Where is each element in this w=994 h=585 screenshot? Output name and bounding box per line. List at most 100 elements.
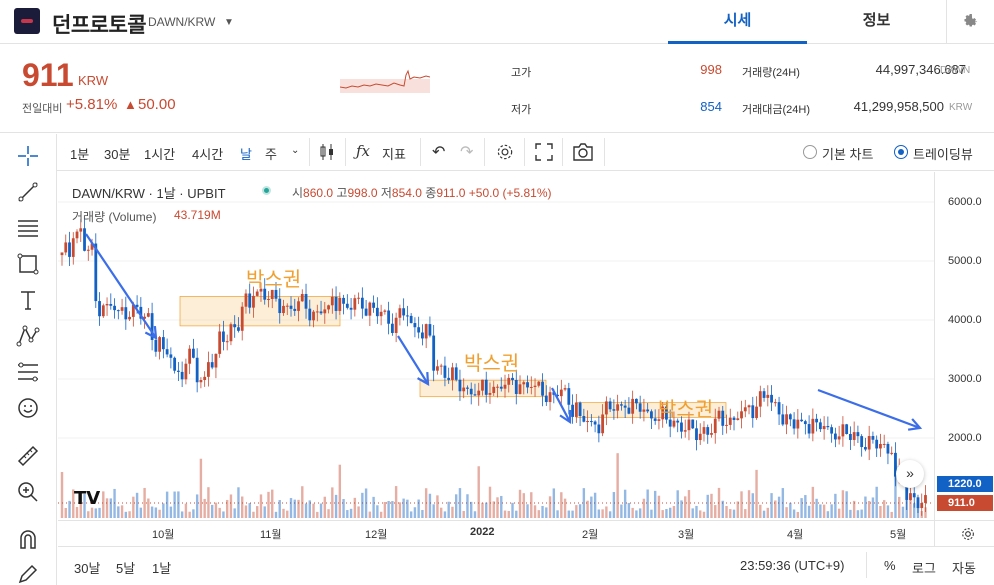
pattern-icon[interactable] — [16, 324, 40, 348]
basic-chart-label[interactable]: 기본 차트 — [822, 147, 874, 162]
candle-body — [691, 419, 695, 429]
candle-body — [770, 394, 773, 403]
volume-bar — [162, 503, 165, 518]
volume-bar — [83, 493, 86, 518]
candle-body — [105, 303, 109, 306]
trend-arrow — [817, 388, 921, 430]
radio-tradingview[interactable] — [894, 145, 908, 159]
range-5d[interactable]: 5날 — [116, 561, 136, 576]
candle-body — [496, 386, 499, 388]
volume-bar — [496, 497, 499, 518]
scroll-right-button[interactable]: » — [896, 460, 924, 488]
open-value: 860.0 — [303, 186, 334, 200]
interval-day[interactable]: 날 — [240, 147, 252, 162]
volume-bar — [717, 487, 721, 518]
volume-bar — [875, 486, 878, 518]
fullscreen-icon[interactable] — [535, 143, 553, 161]
candle-body — [755, 406, 758, 419]
interval-week[interactable]: 주 — [265, 147, 277, 162]
log-toggle[interactable]: 로그 — [912, 561, 936, 576]
candle-body — [165, 349, 169, 355]
redo-icon[interactable]: ↷ — [460, 144, 474, 161]
magnet-icon[interactable] — [16, 528, 40, 552]
candle-body — [150, 313, 154, 340]
candle-body — [244, 293, 248, 307]
y-tick: 5000.0 — [948, 255, 982, 267]
volume-bar — [605, 506, 608, 518]
rectangle-icon[interactable] — [16, 252, 40, 276]
fib-icon[interactable] — [16, 360, 40, 384]
percent-toggle[interactable]: % — [884, 558, 896, 573]
x-tick: 4월 — [787, 529, 804, 541]
candle-body — [747, 405, 751, 408]
price-axis[interactable] — [934, 172, 994, 520]
emoji-icon[interactable] — [16, 396, 40, 420]
candle-body — [559, 389, 563, 397]
chevron-down-icon[interactable]: ▼ — [224, 17, 234, 28]
trendline-icon[interactable] — [16, 180, 40, 204]
undo-icon[interactable]: ↶ — [432, 144, 446, 161]
crosshair-icon[interactable] — [16, 144, 40, 168]
candle-body — [304, 293, 308, 309]
volume-bar — [481, 502, 484, 518]
radio-basic-chart[interactable] — [803, 145, 817, 159]
candle-body — [503, 384, 507, 389]
function-icon[interactable]: ƒx — [356, 142, 371, 160]
coin-pair[interactable]: DAWN/KRW — [148, 15, 216, 29]
volume-bar — [293, 499, 296, 518]
candle-body — [721, 410, 725, 426]
candle-body — [405, 315, 409, 317]
settings-button[interactable] — [946, 0, 994, 44]
tab-info[interactable]: 정보 — [862, 12, 891, 29]
toolbar-divider — [484, 138, 485, 166]
chart-settings-button[interactable] — [934, 520, 994, 546]
candle-body — [882, 443, 886, 445]
candle-body — [210, 362, 214, 368]
gear-icon[interactable] — [495, 142, 515, 162]
interval-1m[interactable]: 1분 — [70, 147, 90, 162]
volume-bar — [458, 488, 462, 518]
candle-body — [451, 367, 454, 380]
candle-body — [743, 407, 747, 412]
candle-body — [657, 419, 661, 421]
camera-icon[interactable] — [572, 143, 594, 161]
box-label: 박스권 — [464, 351, 519, 375]
volume-bar — [680, 500, 683, 518]
candle-body — [852, 432, 856, 440]
time-axis[interactable] — [58, 520, 934, 546]
volume-bar — [109, 498, 113, 518]
horizontal-lines-icon[interactable] — [16, 216, 40, 240]
chevron-down-icon[interactable]: ⌄ — [291, 145, 300, 156]
volume-bar — [590, 496, 593, 518]
candle-body — [623, 405, 627, 408]
interval-30m[interactable]: 30분 — [104, 147, 131, 162]
volume-bar — [68, 500, 71, 518]
candle-body — [653, 418, 657, 421]
candle-body — [751, 405, 755, 419]
volume-bar — [308, 500, 311, 518]
interval-1h[interactable]: 1시간 — [144, 147, 176, 162]
gear-icon — [962, 528, 974, 540]
candle-body — [338, 297, 342, 311]
candle-icon[interactable] — [318, 143, 336, 161]
range-1d[interactable]: 1날 — [152, 561, 172, 576]
volume-bar — [158, 509, 161, 518]
volume-bar — [890, 511, 893, 518]
tradingview-label[interactable]: 트레이딩뷰 — [913, 147, 973, 162]
indicator-button[interactable]: 지표 — [382, 147, 406, 162]
ruler-icon[interactable] — [16, 444, 40, 468]
interval-4h[interactable]: 4시간 — [192, 147, 224, 162]
text-icon[interactable] — [16, 288, 40, 312]
auto-toggle[interactable]: 자동 — [952, 561, 976, 576]
range-30d[interactable]: 30날 — [74, 561, 101, 576]
candle-body — [725, 424, 728, 426]
pencil-lock-icon[interactable] — [16, 562, 40, 585]
candle-body — [375, 307, 379, 317]
candle-body — [443, 365, 447, 378]
volume-bar — [98, 507, 101, 518]
candle-body — [499, 386, 503, 389]
volume-bar — [113, 488, 116, 518]
tab-price[interactable]: 시세 — [668, 0, 807, 44]
zoom-in-icon[interactable] — [16, 480, 40, 504]
